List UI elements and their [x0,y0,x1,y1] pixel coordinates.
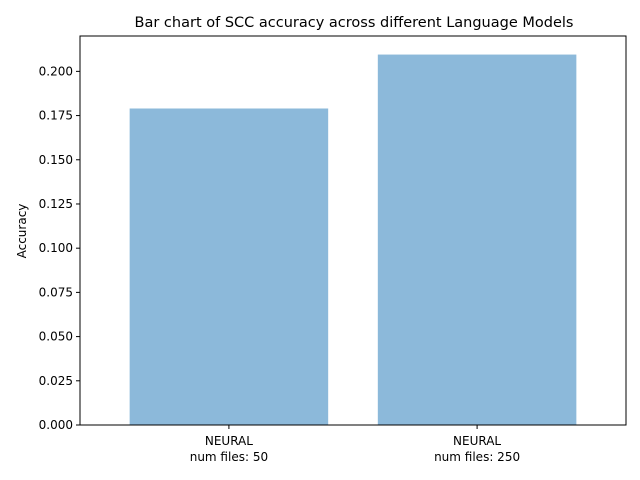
y-tick-label: 0.150 [39,153,73,167]
x-tick-label: num files: 250 [434,450,520,464]
y-tick-label: 0.175 [39,109,73,123]
y-tick-label: 0.100 [39,241,73,255]
x-tick-label: NEURAL [453,434,501,448]
x-tick-label: num files: 50 [190,450,268,464]
y-tick-label: 0.025 [39,374,73,388]
plot-frame [79,35,627,426]
y-axis-label: Accuracy [15,204,29,259]
y-tick-label: 0.000 [39,418,73,432]
chart-title: Bar chart of SCC accuracy across differe… [135,15,574,31]
x-axis-ticks: NEURAL num files: 50 NEURAL num files: 250 [190,425,520,464]
y-axis-ticks: 0.000 0.025 0.050 0.075 0.100 0.125 0.150 0.175… [39,64,80,432]
bar-1 [377,54,577,425]
bars-group [129,54,577,425]
y-tick-label: 0.050 [39,330,73,344]
y-tick-label: 0.125 [39,197,73,211]
y-tick-label: 0.200 [39,64,73,78]
x-tick-label: NEURAL [205,434,253,448]
bar-0 [129,108,329,425]
y-tick-label: 0.075 [39,285,73,299]
